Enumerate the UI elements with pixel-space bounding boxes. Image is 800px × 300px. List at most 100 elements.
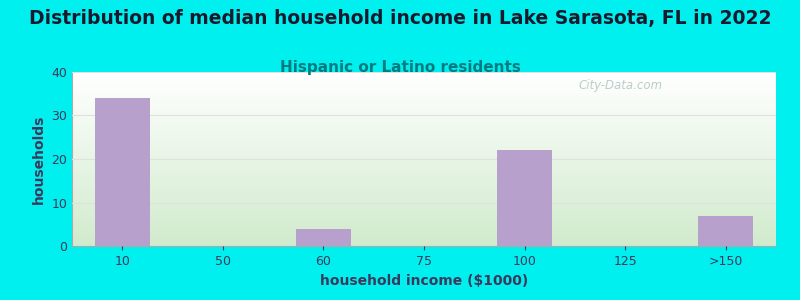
Bar — [72, 157, 776, 158]
Bar — [72, 241, 776, 242]
Bar — [72, 209, 776, 210]
Bar — [72, 213, 776, 214]
Bar — [72, 205, 776, 206]
Bar — [72, 204, 776, 205]
Bar — [72, 189, 776, 190]
Bar — [72, 175, 776, 176]
Bar — [72, 140, 776, 141]
Bar — [72, 221, 776, 222]
Bar — [72, 219, 776, 220]
Bar — [72, 121, 776, 122]
Bar — [72, 206, 776, 207]
Bar — [72, 145, 776, 146]
Bar — [72, 158, 776, 159]
Bar — [72, 200, 776, 201]
Bar — [72, 192, 776, 193]
Bar — [72, 152, 776, 153]
Bar — [72, 138, 776, 139]
Bar — [72, 231, 776, 232]
Text: Hispanic or Latino residents: Hispanic or Latino residents — [279, 60, 521, 75]
Bar — [72, 90, 776, 91]
Bar — [72, 78, 776, 79]
Bar — [72, 237, 776, 238]
Bar — [72, 93, 776, 94]
Bar — [72, 240, 776, 241]
Bar — [72, 172, 776, 173]
Bar — [72, 226, 776, 227]
Bar — [72, 135, 776, 136]
Bar — [72, 137, 776, 138]
Bar — [72, 169, 776, 170]
Bar — [72, 108, 776, 109]
Bar — [72, 150, 776, 151]
Bar — [94, 98, 150, 246]
Bar — [72, 215, 776, 216]
Bar — [72, 125, 776, 126]
Bar — [72, 146, 776, 147]
Bar — [72, 173, 776, 174]
Bar — [72, 185, 776, 186]
X-axis label: household income ($1000): household income ($1000) — [320, 274, 528, 288]
Bar — [72, 82, 776, 83]
Bar — [72, 117, 776, 118]
Bar — [72, 178, 776, 179]
Bar — [72, 84, 776, 85]
Bar — [72, 242, 776, 243]
Bar — [72, 114, 776, 115]
Bar — [72, 187, 776, 188]
Bar — [72, 142, 776, 143]
Bar — [72, 162, 776, 163]
Bar — [72, 124, 776, 125]
Bar — [72, 96, 776, 97]
Bar — [72, 229, 776, 230]
Bar — [72, 87, 776, 88]
Bar — [72, 177, 776, 178]
Bar — [72, 197, 776, 198]
Bar — [72, 115, 776, 116]
Bar — [72, 91, 776, 92]
Bar — [72, 188, 776, 189]
Bar — [72, 122, 776, 123]
Bar — [72, 232, 776, 233]
Bar — [72, 218, 776, 219]
Bar — [72, 201, 776, 202]
Bar — [72, 166, 776, 167]
Bar — [72, 227, 776, 228]
Bar — [72, 164, 776, 165]
Bar — [72, 224, 776, 225]
Bar — [72, 149, 776, 150]
Bar — [72, 211, 776, 212]
Bar — [72, 239, 776, 240]
Bar — [72, 81, 776, 82]
Bar — [72, 134, 776, 135]
Bar — [72, 74, 776, 75]
Bar — [72, 76, 776, 77]
Bar — [72, 180, 776, 181]
Bar — [72, 94, 776, 95]
Bar — [72, 73, 776, 74]
Bar — [72, 120, 776, 121]
Bar — [72, 98, 776, 99]
Bar — [72, 159, 776, 160]
Bar — [72, 89, 776, 90]
Bar — [72, 100, 776, 101]
Bar — [72, 179, 776, 180]
Bar — [72, 214, 776, 215]
Bar — [72, 132, 776, 133]
Bar — [72, 143, 776, 144]
Bar — [72, 118, 776, 119]
Bar — [72, 72, 776, 73]
Bar — [72, 216, 776, 217]
Bar — [72, 113, 776, 114]
Bar — [72, 223, 776, 224]
Bar — [72, 156, 776, 157]
Bar — [698, 215, 754, 246]
Bar — [72, 165, 776, 166]
Bar — [72, 107, 776, 108]
Bar — [296, 229, 351, 246]
Text: City-Data.com: City-Data.com — [579, 79, 663, 92]
Bar — [72, 130, 776, 131]
Bar — [72, 109, 776, 110]
Bar — [72, 194, 776, 195]
Bar — [72, 243, 776, 244]
